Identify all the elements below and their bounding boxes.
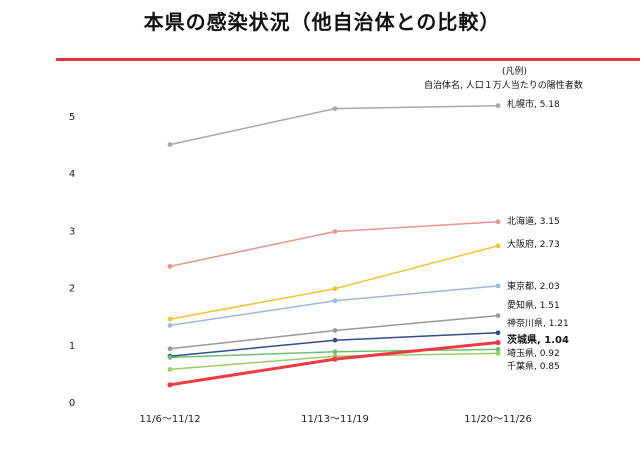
series-line-e69cade5b98ce5b882 bbox=[169, 104, 499, 146]
data-point bbox=[495, 351, 501, 356]
series-label: 埼玉県, 0.92 bbox=[507, 347, 560, 359]
legend-heading: (凡例) bbox=[502, 67, 528, 77]
data-point bbox=[495, 313, 501, 318]
data-point bbox=[332, 349, 338, 355]
data-point bbox=[167, 142, 173, 148]
y-axis-ticks: 0 1 2 3 4 5 bbox=[69, 112, 75, 409]
data-point bbox=[167, 316, 173, 322]
data-point bbox=[495, 243, 501, 249]
data-point bbox=[167, 264, 173, 269]
data-point bbox=[332, 229, 338, 234]
x-tick-label: 11/6～11/12 bbox=[139, 414, 200, 425]
series-label: 北海道, 3.15 bbox=[507, 215, 560, 227]
data-point bbox=[167, 346, 173, 352]
y-tick-label: 0 bbox=[69, 398, 75, 409]
series-label: 神奈川県, 1.21 bbox=[507, 317, 569, 329]
x-axis-ticks: 11/6～11/12 11/13～11/19 11/20～11/26 bbox=[139, 414, 531, 425]
series-lines bbox=[169, 104, 499, 387]
data-point bbox=[495, 339, 501, 346]
y-tick-label: 3 bbox=[69, 226, 75, 237]
y-tick-label: 1 bbox=[69, 341, 75, 352]
data-point bbox=[495, 219, 501, 225]
series-line-e88ca8e59f8ee79c8c bbox=[169, 341, 499, 387]
series-label: 大阪府, 2.73 bbox=[507, 238, 560, 250]
x-tick-label: 11/20～11/26 bbox=[464, 414, 532, 425]
y-tick-label: 2 bbox=[69, 284, 75, 295]
series-line-e58c97e6b5b7e98193 bbox=[169, 221, 499, 268]
title-underline bbox=[56, 58, 640, 61]
data-point bbox=[167, 355, 173, 360]
data-point bbox=[495, 330, 501, 336]
data-point bbox=[167, 367, 173, 372]
x-tick-label: 11/13～11/19 bbox=[301, 414, 369, 425]
series-points bbox=[167, 103, 501, 388]
series-label: 札幌市, 5.18 bbox=[507, 98, 560, 110]
legend-description: 自治体名, 人口１万人当たりの陽性者数 bbox=[424, 81, 583, 91]
data-point bbox=[332, 106, 338, 111]
series-labels: 札幌市, 5.18 北海道, 3.15 大阪府, 2.73 東京都, 2.03 愛知県,… bbox=[507, 98, 569, 372]
series-label: 茨城県, 1.04 bbox=[507, 333, 569, 346]
series-label: 東京都, 2.03 bbox=[507, 280, 560, 292]
data-point bbox=[332, 298, 338, 304]
data-point bbox=[167, 323, 173, 328]
data-point bbox=[495, 283, 501, 289]
series-label: 千葉県, 0.85 bbox=[507, 360, 560, 372]
data-point bbox=[332, 337, 338, 343]
data-point bbox=[167, 382, 173, 388]
y-tick-label: 5 bbox=[69, 112, 75, 123]
data-point bbox=[332, 286, 338, 292]
y-tick-label: 4 bbox=[69, 169, 75, 180]
data-point bbox=[495, 103, 501, 109]
data-point bbox=[332, 328, 338, 333]
data-point bbox=[332, 356, 338, 362]
page-title: 本県の感染状況（他自治体との比較） bbox=[143, 10, 501, 34]
series-label: 愛知県, 1.51 bbox=[507, 299, 560, 311]
series-line-e5a4a7e998aae5ba9c bbox=[169, 245, 499, 320]
data-point bbox=[495, 347, 501, 352]
